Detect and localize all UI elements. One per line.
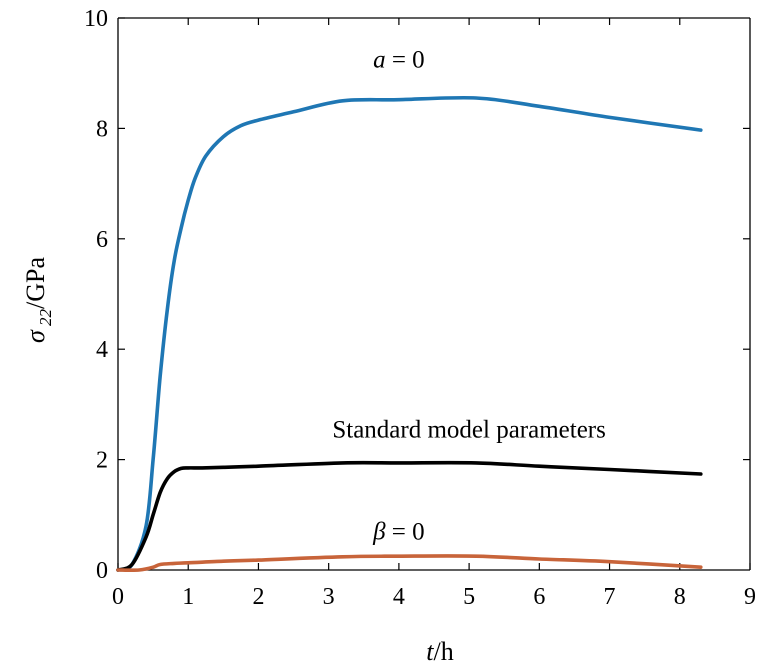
x-tick-label: 8 <box>674 584 686 610</box>
x-tick-label: 6 <box>533 584 545 610</box>
y-tick-label: 4 <box>96 337 108 363</box>
x-tick-label: 2 <box>252 584 264 610</box>
y-axis-title: σ 22/GPa <box>21 257 55 344</box>
series-lines <box>116 95 703 573</box>
series-line-standard <box>116 460 703 572</box>
series-annotation: β = 0 <box>372 519 425 546</box>
series-line-beta-zero <box>116 554 703 573</box>
x-tick-label: 3 <box>323 584 335 610</box>
series-line-a-zero <box>116 95 703 572</box>
series-annotation: a = 0 <box>373 47 425 74</box>
series-annotations: a = 0 Standard model parameters β = 0 <box>332 47 606 546</box>
x-tick-label: 5 <box>463 584 475 610</box>
y-tick-label: 10 <box>84 6 108 32</box>
x-axis-title: t/h <box>426 637 453 666</box>
x-tick-label: 1 <box>182 584 194 610</box>
x-tick-label: 9 <box>744 584 756 610</box>
y-tick-label: 0 <box>96 558 108 584</box>
axes-frame <box>117 17 751 571</box>
x-tick-label: 7 <box>604 584 616 610</box>
x-tick-label: 0 <box>112 584 124 610</box>
y-axis-ticks: 0 2 4 6 8 10 <box>84 6 750 584</box>
series-annotation: Standard model parameters <box>332 417 606 444</box>
y-tick-label: 2 <box>96 448 108 474</box>
y-tick-label: 6 <box>96 227 108 253</box>
x-tick-label: 4 <box>393 584 405 610</box>
y-tick-label: 8 <box>96 116 108 142</box>
x-axis-ticks: 0 1 2 3 4 5 6 7 8 9 <box>112 18 756 610</box>
